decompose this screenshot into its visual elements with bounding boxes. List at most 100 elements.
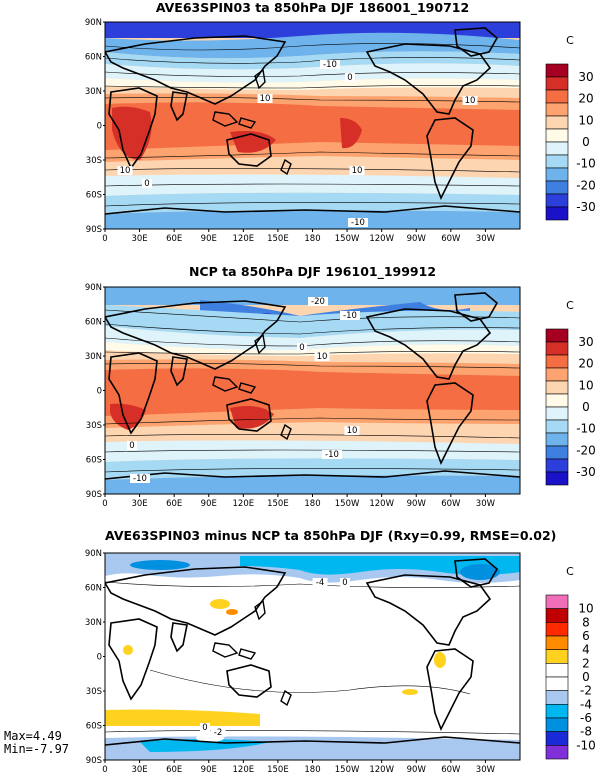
colorbar-swatch: [545, 649, 569, 664]
lat-label: 30S: [86, 156, 102, 166]
lon-label: 150E: [267, 499, 289, 509]
lon-label: 0: [102, 234, 107, 244]
contour-label: 0: [144, 179, 149, 189]
colorbar-swatch: [545, 341, 569, 356]
contour-label: -10: [351, 218, 365, 228]
colorbar-swatch: [545, 393, 569, 408]
lat-label: 0: [97, 387, 102, 397]
lat-label: 30S: [86, 687, 102, 697]
colorbar-swatch: [545, 445, 569, 460]
lon-label: 120W: [369, 234, 394, 244]
lon-label: 60W: [441, 234, 461, 244]
colorbar-label: -8: [580, 725, 592, 739]
lon-label: 180: [304, 765, 320, 775]
lon-label: 90W: [407, 234, 427, 244]
colorbar-label: -30: [576, 465, 596, 479]
colorbar-label: 30: [578, 335, 593, 349]
lon-label: 60W: [441, 499, 461, 509]
colorbar-label: -10: [576, 738, 596, 752]
lon-label: 150E: [267, 765, 289, 775]
contour-label: 10: [120, 166, 131, 176]
lon-label: 120E: [233, 765, 255, 775]
lat-label: 90N: [85, 549, 102, 559]
contour-label: 0: [299, 343, 304, 353]
colorbar-swatch: [545, 180, 569, 195]
lon-label: 0: [102, 499, 107, 509]
lon-label: 60W: [441, 765, 461, 775]
lat-label: 90S: [86, 756, 102, 766]
colorbar-label: -4: [580, 697, 592, 711]
colorbar-swatch: [545, 608, 569, 623]
lon-label: 60E: [166, 499, 182, 509]
lat-label: 60N: [85, 318, 102, 328]
colorbar-swatch: [545, 206, 569, 221]
lon-label: 150W: [335, 765, 360, 775]
colorbar-swatch: [545, 76, 569, 91]
colorbar-swatch: [545, 717, 569, 732]
colorbar-swatch: [545, 704, 569, 719]
lon-label: 180: [304, 234, 320, 244]
colorbar-swatch: [545, 141, 569, 156]
colorbar-label: 4: [582, 643, 590, 657]
colorbar-swatch: [545, 635, 569, 650]
colorbar-label: 10: [578, 602, 593, 616]
contour-label: 10: [465, 96, 476, 106]
max-value: Max=4.49: [4, 729, 62, 743]
colorbar-label: 20: [578, 357, 593, 371]
lat-label: 60S: [86, 191, 102, 201]
colorbar-swatch: [545, 419, 569, 434]
lat-label: 90N: [85, 283, 102, 293]
lon-label: 150E: [267, 234, 289, 244]
colorbar-label: -2: [580, 684, 592, 698]
lon-label: 120W: [369, 765, 394, 775]
lon-label: 120E: [233, 234, 255, 244]
lon-label: 120W: [369, 499, 394, 509]
contour-label: -2: [214, 728, 222, 738]
contour-label: 10: [347, 426, 358, 436]
lon-label: 120E: [233, 499, 255, 509]
colorbar-swatch: [545, 167, 569, 182]
panel-1-map: [104, 21, 521, 230]
lat-label: 60S: [86, 722, 102, 732]
colorbar-swatch: [545, 471, 569, 486]
colorbar-label: 20: [578, 92, 593, 106]
colorbar-swatch: [545, 458, 569, 473]
colorbar-swatch: [545, 63, 569, 78]
lat-label: 90S: [86, 490, 102, 500]
contour-label: 0: [129, 441, 134, 451]
colorbar-label: -20: [576, 443, 596, 457]
lon-label: 90E: [201, 234, 217, 244]
lon-label: 30E: [131, 765, 147, 775]
contour-label: -20: [311, 297, 325, 307]
lon-label: 180: [304, 499, 320, 509]
contour-label: -10: [323, 60, 337, 70]
lat-label: 90S: [86, 225, 102, 235]
lat-label: 0: [97, 653, 102, 663]
colorbar-label: 0: [582, 670, 590, 684]
lon-label: 60E: [166, 765, 182, 775]
colorbar-label: 8: [582, 615, 590, 629]
panel-2-map: [104, 286, 521, 495]
colorbar-swatch: [545, 89, 569, 104]
lon-label: 150W: [335, 499, 360, 509]
colorbar-label: -10: [576, 422, 596, 436]
colorbar-swatch: [545, 102, 569, 117]
colorbar-swatch: [545, 690, 569, 705]
colorbar-label: -10: [576, 157, 596, 171]
contour-label: 10: [260, 94, 271, 104]
lon-label: 0: [102, 765, 107, 775]
colorbar-label: 6: [582, 629, 590, 643]
contour-label: -10: [343, 311, 357, 321]
lat-label: 30S: [86, 421, 102, 431]
contour-label: 0: [202, 723, 207, 733]
lon-label: 30W: [476, 499, 496, 509]
contour-label: -10: [325, 450, 339, 460]
contour-label: 10: [352, 166, 363, 176]
lon-label: 30W: [476, 234, 496, 244]
lat-label: 0: [97, 122, 102, 132]
lon-label: 60E: [166, 234, 182, 244]
colorbar-label: 0: [582, 135, 590, 149]
lat-label: 60N: [85, 53, 102, 63]
contour-label: 0: [342, 578, 347, 588]
